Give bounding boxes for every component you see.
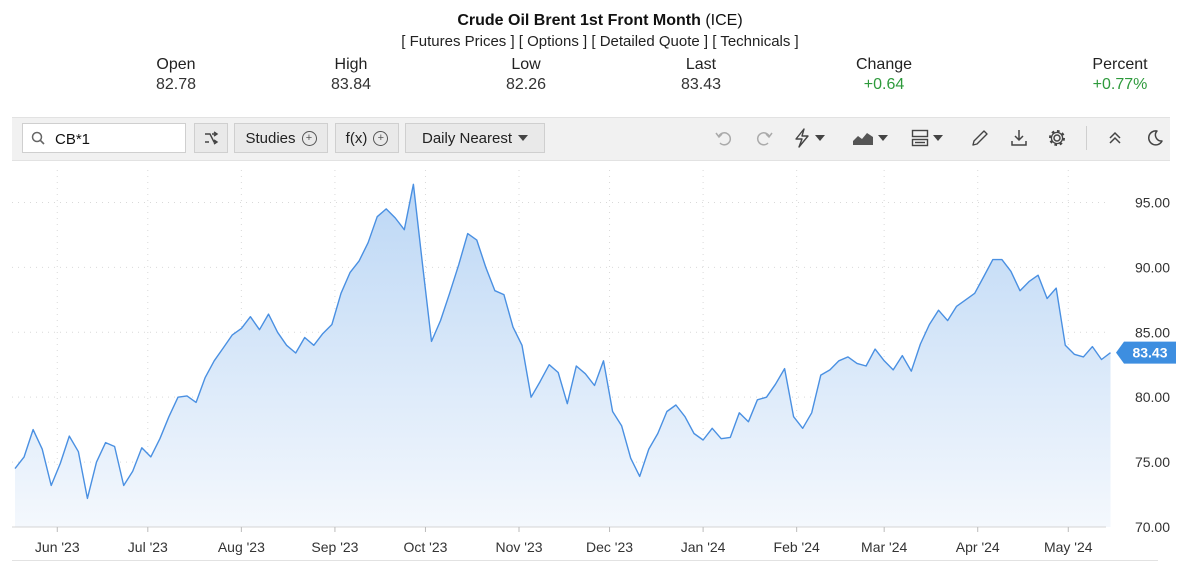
download-icon [1011, 130, 1027, 146]
functions-label: f(x) [345, 129, 368, 147]
y-tick-label: 70.00 [1135, 519, 1170, 535]
options-link[interactable]: Options [527, 33, 579, 50]
search-icon [31, 131, 45, 145]
studies-label: Studies [245, 129, 296, 147]
x-tick-label: Dec '23 [586, 539, 633, 555]
y-tick-label: 95.00 [1135, 194, 1170, 210]
stat-high: High 83.84 [291, 55, 411, 95]
theme-moon-icon [1147, 130, 1163, 146]
stat-open-value: 82.78 [155, 76, 197, 93]
chart-type-dropdown[interactable] [852, 127, 888, 149]
chart-bottom-border [12, 560, 1158, 561]
x-axis-ticks: Jun '23 Jul '23 Aug '23 Sep '23 Oct '23 Nov '… [35, 527, 1093, 555]
x-tick-label: Apr '24 [956, 539, 1000, 555]
compare-icon [205, 131, 219, 145]
price-area [15, 184, 1111, 528]
x-tick-label: Jan '24 [681, 539, 726, 555]
chart-type-icon [853, 133, 873, 145]
x-tick-label: Sep '23 [311, 539, 358, 555]
stat-percent-value: +0.77% [1092, 76, 1148, 93]
chevron-down-icon [518, 135, 529, 141]
x-tick-label: Mar '24 [861, 539, 907, 555]
theme-button[interactable] [1145, 127, 1165, 149]
compare-button[interactable] [194, 123, 228, 153]
stat-change: Change +0.64 [824, 55, 944, 95]
x-tick-label: Nov '23 [495, 539, 542, 555]
last-price-badge: 83.43 [1116, 341, 1176, 364]
plus-circle-icon: + [373, 130, 389, 146]
layout-icon [911, 129, 929, 147]
y-tick-label: 75.00 [1135, 454, 1170, 470]
stat-high-value: 83.84 [330, 76, 372, 93]
plus-circle-icon: + [301, 130, 317, 146]
layout-dropdown[interactable] [911, 127, 943, 149]
chevron-down-icon [878, 135, 888, 141]
y-tick-label: 85.00 [1135, 324, 1170, 340]
stat-last: Last 83.43 [641, 55, 761, 95]
chart-toolbar: Studies + f(x) + Daily Nearest [12, 117, 1170, 161]
gear-icon [1048, 129, 1066, 147]
stat-low-label: Low [511, 56, 541, 73]
instrument-name: Crude Oil Brent 1st Front Month [457, 12, 701, 29]
stat-change-label: Change [855, 56, 913, 73]
chart-header: Crude Oil Brent 1st Front Month (ICE) [ … [0, 10, 1200, 52]
detailed-quote-link[interactable]: Detailed Quote [599, 33, 700, 50]
stat-open: Open 82.78 [116, 55, 236, 95]
y-tick-label: 90.00 [1135, 259, 1170, 275]
redo-button[interactable] [754, 127, 774, 149]
exchange-label: (ICE) [705, 12, 743, 29]
last-price-badge-shape [1116, 341, 1176, 364]
stat-percent-label: Percent [1092, 56, 1148, 73]
x-tick-label: Feb '24 [774, 539, 820, 555]
pencil-icon [972, 130, 988, 146]
period-dropdown[interactable]: Daily Nearest [405, 123, 545, 153]
stat-percent: Percent +0.77% [1060, 55, 1180, 95]
x-tick-label: Jun '23 [35, 539, 80, 555]
stat-last-value: 83.43 [680, 76, 722, 93]
quote-links: [ Futures Prices ] [ Options ] [ Detaile… [401, 33, 799, 50]
y-axis-ticks: 70.00 75.00 80.00 85.00 90.00 95.00 [1135, 194, 1170, 535]
price-line [14, 183, 1111, 500]
lightning-icon [795, 128, 809, 148]
x-tick-label: May '24 [1044, 539, 1093, 555]
chart-title: Crude Oil Brent 1st Front Month (ICE) [0, 10, 1200, 32]
x-tick-label: Jul '23 [128, 539, 168, 555]
technicals-link[interactable]: Technicals [720, 33, 791, 50]
y-tick-label: 80.00 [1135, 389, 1170, 405]
collapse-button[interactable] [1106, 127, 1124, 149]
settings-button[interactable] [1047, 127, 1067, 149]
symbol-input[interactable] [53, 128, 182, 150]
stat-high-label: High [334, 56, 368, 73]
x-tick-label: Aug '23 [218, 539, 265, 555]
toolbar-divider [1086, 126, 1087, 150]
symbol-search[interactable] [22, 123, 186, 153]
studies-button[interactable]: Studies + [234, 123, 328, 153]
undo-icon [715, 132, 732, 146]
events-dropdown[interactable] [793, 127, 825, 149]
futures-prices-link[interactable]: Futures Prices [409, 33, 507, 50]
last-price-badge-label: 83.43 [1132, 345, 1167, 361]
stat-change-value: +0.64 [863, 76, 905, 93]
download-button[interactable] [1009, 127, 1029, 149]
functions-button[interactable]: f(x) + [335, 123, 399, 153]
redo-icon [756, 132, 773, 146]
chevron-down-icon [815, 135, 825, 141]
chevron-down-icon [933, 135, 943, 141]
stat-last-label: Last [685, 56, 717, 73]
stat-low: Low 82.26 [466, 55, 586, 95]
stat-low-value: 82.26 [505, 76, 547, 93]
draw-button[interactable] [970, 127, 990, 149]
x-tick-label: Oct '23 [403, 539, 447, 555]
undo-button[interactable] [714, 127, 734, 149]
stat-open-label: Open [156, 56, 196, 73]
period-label: Daily Nearest [421, 129, 513, 147]
collapse-icon [1109, 131, 1121, 144]
